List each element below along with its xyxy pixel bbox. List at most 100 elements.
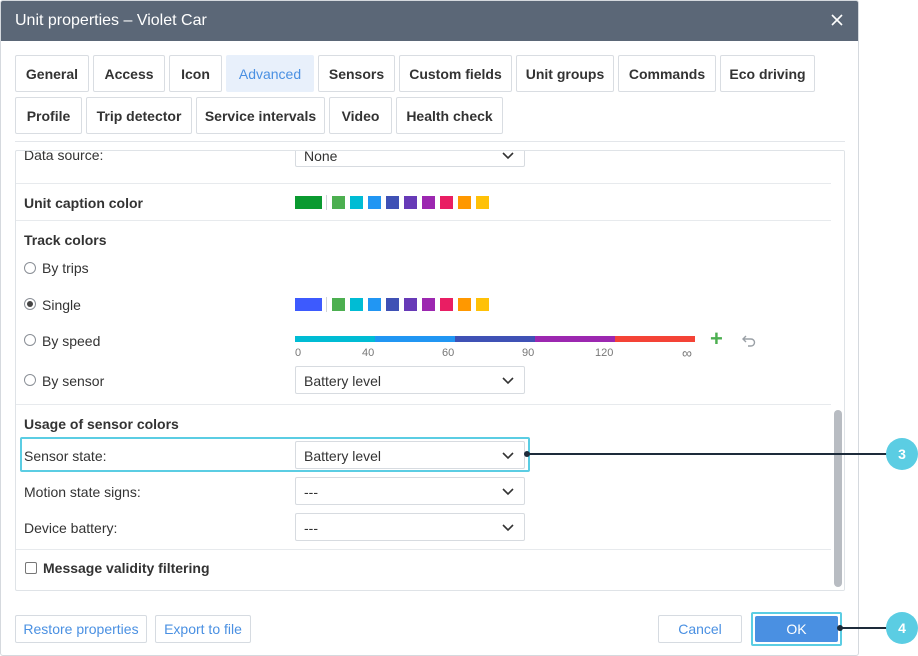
divider xyxy=(16,220,831,221)
tab-profile[interactable]: Profile xyxy=(15,97,82,134)
scrollbar[interactable] xyxy=(832,151,844,590)
ok-button[interactable]: OK xyxy=(755,616,838,642)
tab-eco-driving[interactable]: Eco driving xyxy=(720,55,815,92)
caption-swatch[interactable] xyxy=(476,196,489,209)
speed-tick: 40 xyxy=(362,347,375,359)
single-swatch[interactable] xyxy=(404,298,417,311)
validity-label: Message validity filtering xyxy=(43,560,210,576)
button-label: OK xyxy=(786,621,807,637)
tab-label: Advanced xyxy=(238,65,302,82)
tab-label: Profile xyxy=(26,107,71,124)
single-swatch[interactable] xyxy=(422,298,435,311)
select-value: Battery level xyxy=(304,373,382,389)
speed-color-scale[interactable] xyxy=(295,336,695,342)
tab-label: Trip detector xyxy=(96,107,182,124)
tab-label: Access xyxy=(104,65,154,82)
cancel-button[interactable]: Cancel xyxy=(658,615,742,643)
callout-4-badge: 4 xyxy=(886,612,918,644)
speed-segment xyxy=(375,336,455,342)
caption-swatch[interactable] xyxy=(458,196,471,209)
export-to-file-button[interactable]: Export to file xyxy=(155,615,251,643)
speed-tick: 0 xyxy=(295,347,302,359)
single-swatch[interactable] xyxy=(476,298,489,311)
restore-properties-button[interactable]: Restore properties xyxy=(15,615,147,643)
select-value: Battery level xyxy=(304,448,382,464)
add-speed-icon[interactable]: + xyxy=(710,326,723,351)
callout-number: 3 xyxy=(898,446,906,462)
tab-sensors[interactable]: Sensors xyxy=(318,55,395,92)
speed-segment xyxy=(455,336,535,342)
tab-label: Eco driving xyxy=(729,65,806,82)
single-swatch[interactable] xyxy=(458,298,471,311)
track-sensor-select[interactable]: Battery level xyxy=(295,366,525,394)
scrollbar-thumb[interactable] xyxy=(834,410,842,587)
close-icon[interactable] xyxy=(830,12,844,28)
chevron-down-icon xyxy=(502,452,514,460)
tab-trip-detector[interactable]: Trip detector xyxy=(86,97,192,134)
speed-tick: 120 xyxy=(595,347,614,359)
caption-swatch[interactable] xyxy=(404,196,417,209)
radio-label: By sensor xyxy=(42,373,105,389)
radio-by-trips[interactable] xyxy=(24,262,36,274)
radio-single[interactable] xyxy=(24,298,36,310)
tab-health-check[interactable]: Health check xyxy=(396,97,503,134)
single-swatch[interactable] xyxy=(386,298,399,311)
speed-segment xyxy=(295,336,375,342)
radio-label: Single xyxy=(42,297,81,313)
undo-icon[interactable] xyxy=(742,333,756,347)
tab-advanced[interactable]: Advanced xyxy=(226,55,314,92)
button-label: Restore properties xyxy=(23,621,139,637)
speed-segment xyxy=(615,336,695,342)
unit-caption-color-label: Unit caption color xyxy=(24,195,143,211)
caption-swatch[interactable] xyxy=(350,196,363,209)
caption-selected-swatch[interactable] xyxy=(295,196,322,209)
tab-icon[interactable]: Icon xyxy=(169,55,222,92)
tab-label: Unit groups xyxy=(525,65,605,82)
motion-state-label: Motion state signs: xyxy=(24,484,141,500)
caption-swatch[interactable] xyxy=(368,196,381,209)
tab-label: Commands xyxy=(628,65,706,82)
tab-video[interactable]: Video xyxy=(329,97,392,134)
advanced-panel: Data source: None Unit caption color Tra… xyxy=(15,150,845,591)
radio-by-speed[interactable] xyxy=(24,334,36,346)
button-label: Cancel xyxy=(678,621,722,637)
motion-state-select[interactable]: --- xyxy=(295,477,525,505)
tab-unit-groups[interactable]: Unit groups xyxy=(516,55,614,92)
caption-swatch[interactable] xyxy=(422,196,435,209)
single-swatch[interactable] xyxy=(350,298,363,311)
unit-properties-dialog: Unit properties – Violet Car General Acc… xyxy=(0,0,859,656)
tab-custom-fields[interactable]: Custom fields xyxy=(399,55,512,92)
tab-label: Service intervals xyxy=(204,107,317,124)
tab-service-intervals[interactable]: Service intervals xyxy=(196,97,325,134)
select-value: None xyxy=(304,150,338,164)
single-selected-swatch[interactable] xyxy=(295,298,322,311)
device-battery-select[interactable]: --- xyxy=(295,513,525,541)
single-swatch[interactable] xyxy=(440,298,453,311)
tab-label: Icon xyxy=(181,65,210,82)
title-bar: Unit properties – Violet Car xyxy=(1,1,858,41)
radio-by-sensor[interactable] xyxy=(24,374,36,386)
speed-tick: 60 xyxy=(442,347,455,359)
button-label: Export to file xyxy=(164,621,242,637)
callout-number: 4 xyxy=(898,620,906,636)
track-colors-heading: Track colors xyxy=(24,232,107,248)
tab-access[interactable]: Access xyxy=(93,55,165,92)
validity-checkbox[interactable] xyxy=(25,562,37,574)
single-swatch[interactable] xyxy=(332,298,345,311)
callout-3-line xyxy=(527,453,889,455)
tab-label: Video xyxy=(341,107,380,124)
sensor-state-label: Sensor state: xyxy=(24,448,107,464)
tab-general[interactable]: General xyxy=(15,55,89,92)
caption-swatch[interactable] xyxy=(386,196,399,209)
sensor-state-select[interactable]: Battery level xyxy=(295,441,525,469)
tabs-divider xyxy=(15,141,845,142)
data-source-select[interactable]: None xyxy=(295,150,525,167)
select-value: --- xyxy=(304,484,318,500)
tab-commands[interactable]: Commands xyxy=(618,55,716,92)
device-battery-label: Device battery: xyxy=(24,520,118,536)
caption-swatch[interactable] xyxy=(440,196,453,209)
tab-label: Custom fields xyxy=(409,65,502,82)
chevron-down-icon xyxy=(502,524,514,532)
single-swatch[interactable] xyxy=(368,298,381,311)
caption-swatch[interactable] xyxy=(332,196,345,209)
